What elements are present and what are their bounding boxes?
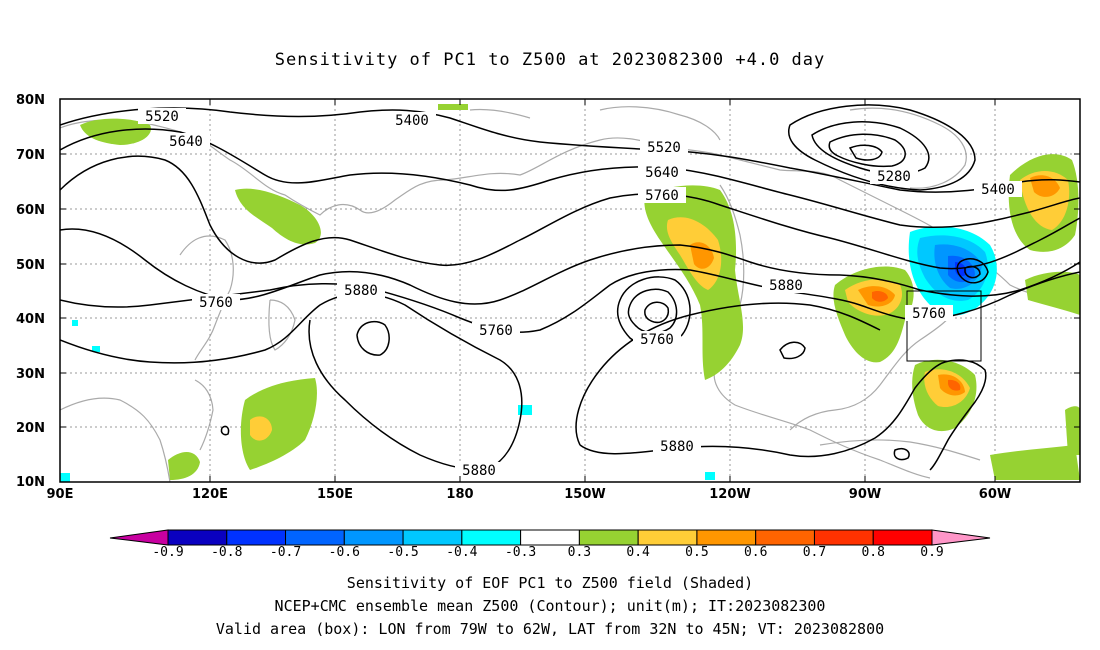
colorbar-label: -0.9 — [152, 545, 183, 560]
positive-blob-westpac — [240, 378, 317, 470]
contour-label: 5760 — [912, 306, 946, 322]
contour-label: 5880 — [769, 278, 803, 294]
contour-label: 5760 — [479, 323, 513, 339]
lon-label: 60W — [979, 487, 1011, 502]
contour-label: 5640 — [169, 134, 203, 150]
colorbar-cell — [402, 529, 463, 546]
lon-label: 120E — [192, 487, 228, 502]
lon-label: 90W — [849, 487, 881, 502]
lon-label: 150W — [564, 487, 605, 502]
lat-label: 30N — [16, 367, 45, 382]
lon-label: 150E — [317, 487, 353, 502]
coastlines — [60, 106, 1080, 482]
colorbar-label: -0.8 — [211, 545, 242, 560]
colorbar-label: 0.9 — [920, 545, 943, 560]
colorbar-cell — [285, 529, 345, 546]
positive-blob-luzon — [168, 452, 200, 480]
lat-label: 60N — [16, 203, 45, 218]
caption-line-3: Valid area (box): LON from 79W to 62W, L… — [215, 620, 885, 638]
colorbar-cell — [167, 529, 228, 546]
latitude-labels: 80N 70N 60N 50N 40N 30N 20N 10N — [16, 93, 45, 490]
valid-area-box — [906, 290, 982, 362]
lon-label: 180 — [446, 487, 473, 502]
sensitivity-shading — [60, 104, 1080, 482]
map-title: Sensitivity of PC1 to Z500 at 2023082300… — [274, 50, 826, 70]
colorbar: -0.9 -0.8 -0.7 -0.6 -0.5 -0.4 -0.3 0.3 0.4 0.5 0.6… — [109, 529, 991, 560]
contour-label: 5760 — [645, 188, 679, 204]
contour-label: 5880 — [344, 283, 378, 299]
lat-label: 80N — [16, 93, 45, 108]
contour-label: 5640 — [645, 165, 679, 181]
contour-label: 5760 — [640, 332, 674, 348]
contour-label: 5880 — [660, 439, 694, 455]
colorbar-cell — [755, 529, 815, 546]
colorbar-cell — [226, 529, 287, 546]
caption-line-1: Sensitivity of EOF PC1 to Z500 field (Sh… — [346, 574, 754, 592]
map-frame — [59, 98, 1081, 483]
colorbar-left-triangle — [109, 529, 169, 546]
colorbar-label: -0.4 — [446, 545, 477, 560]
colorbar-cell — [872, 529, 933, 546]
positive-blob-siberia — [235, 188, 321, 245]
contour-label: 5400 — [981, 182, 1015, 198]
colorbar-label: -0.6 — [329, 545, 360, 560]
positive-blob-caribbean — [990, 445, 1080, 480]
contour-label: 5880 — [462, 463, 496, 479]
contour-label: 5400 — [395, 113, 429, 129]
colorbar-cell — [343, 529, 404, 546]
contour-label: 5760 — [199, 295, 233, 311]
lat-label: 20N — [16, 421, 45, 436]
colorbar-label: 0.6 — [744, 545, 767, 560]
colorbar-label: 0.8 — [861, 545, 884, 560]
colorbar-cell — [520, 529, 580, 546]
colorbar-cell — [578, 529, 639, 546]
colorbar-label: -0.5 — [387, 545, 418, 560]
lat-label: 40N — [16, 312, 45, 327]
colorbar-label: 0.3 — [568, 545, 591, 560]
axis-ticks — [60, 98, 1080, 483]
colorbar-label: 0.7 — [803, 545, 826, 560]
colorbar-cell — [696, 529, 757, 546]
contour-label: 5280 — [877, 169, 911, 185]
contour-label: 5520 — [145, 109, 179, 125]
lon-label: 90E — [47, 487, 74, 502]
colorbar-label: -0.7 — [270, 545, 301, 560]
longitude-labels: 90E 120E 150E 180 150W 120W 90W 60W — [47, 487, 1012, 502]
caption-line-2: NCEP+CMC ensemble mean Z500 (Contour); u… — [274, 597, 826, 615]
colorbar-cell — [461, 529, 522, 546]
lat-label: 50N — [16, 258, 45, 273]
contour-labels: 5520 5400 5640 5520 5640 5760 5280 5400 … — [138, 108, 1022, 479]
colorbar-label: 0.5 — [685, 545, 708, 560]
colorbar-cell — [637, 529, 698, 546]
lon-label: 120W — [709, 487, 750, 502]
lat-label: 10N — [16, 475, 45, 490]
colorbar-cell — [813, 529, 874, 546]
map-panel: 5520 5400 5640 5520 5640 5760 5280 5400 … — [60, 99, 1080, 482]
colorbar-label: 0.4 — [626, 545, 650, 560]
contour-label: 5520 — [647, 140, 681, 156]
lat-label: 70N — [16, 148, 45, 163]
colorbar-right-triangle — [931, 529, 991, 546]
positive-blob-north — [438, 104, 468, 110]
colorbar-label: -0.3 — [505, 545, 536, 560]
